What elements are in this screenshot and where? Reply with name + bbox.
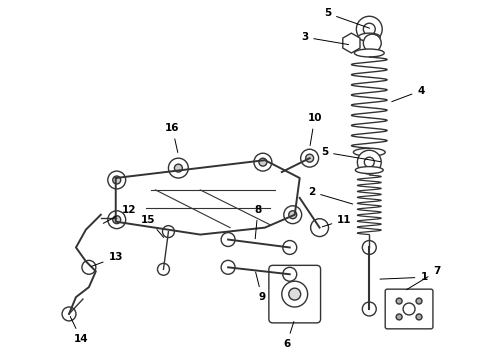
Circle shape (416, 298, 422, 304)
Circle shape (306, 154, 314, 162)
Ellipse shape (353, 148, 385, 156)
Circle shape (363, 34, 381, 52)
Circle shape (113, 176, 121, 184)
Circle shape (157, 264, 170, 275)
Circle shape (283, 267, 297, 281)
Text: 2: 2 (308, 187, 353, 204)
Text: 1: 1 (380, 272, 428, 282)
Circle shape (416, 314, 422, 320)
Text: 3: 3 (301, 32, 349, 45)
Circle shape (259, 158, 267, 166)
Circle shape (357, 150, 381, 174)
Ellipse shape (354, 49, 384, 57)
Polygon shape (343, 33, 360, 53)
Circle shape (113, 216, 121, 224)
Text: 13: 13 (92, 252, 123, 266)
Circle shape (174, 164, 182, 172)
Circle shape (289, 211, 297, 219)
Circle shape (108, 211, 125, 229)
Circle shape (284, 206, 302, 224)
Text: 15: 15 (141, 215, 164, 238)
Circle shape (403, 303, 415, 315)
Circle shape (362, 240, 376, 255)
Circle shape (289, 288, 301, 300)
Circle shape (283, 240, 297, 255)
Circle shape (62, 307, 76, 321)
Text: 4: 4 (392, 86, 425, 102)
Text: 11: 11 (322, 215, 352, 227)
Ellipse shape (355, 167, 383, 174)
Circle shape (82, 260, 96, 274)
Circle shape (362, 302, 376, 316)
Text: 5: 5 (324, 8, 369, 28)
Circle shape (363, 23, 375, 35)
Circle shape (282, 281, 308, 307)
Circle shape (396, 314, 402, 320)
Text: 8: 8 (254, 205, 262, 239)
Text: 14: 14 (70, 316, 88, 344)
Circle shape (396, 298, 402, 304)
Text: 10: 10 (307, 113, 322, 145)
Text: 12: 12 (103, 205, 136, 223)
Circle shape (108, 171, 125, 189)
Circle shape (311, 219, 328, 237)
Circle shape (365, 157, 374, 167)
Text: 16: 16 (165, 123, 180, 153)
Circle shape (356, 16, 382, 42)
Circle shape (254, 153, 272, 171)
Text: 6: 6 (283, 321, 294, 349)
Circle shape (163, 226, 174, 238)
Circle shape (301, 149, 318, 167)
Circle shape (221, 260, 235, 274)
FancyBboxPatch shape (269, 265, 320, 323)
Text: 9: 9 (256, 272, 266, 302)
FancyBboxPatch shape (385, 289, 433, 329)
Text: 5: 5 (321, 147, 380, 162)
Circle shape (221, 233, 235, 247)
Circle shape (169, 158, 188, 178)
Ellipse shape (358, 33, 380, 41)
Text: 7: 7 (407, 266, 441, 290)
